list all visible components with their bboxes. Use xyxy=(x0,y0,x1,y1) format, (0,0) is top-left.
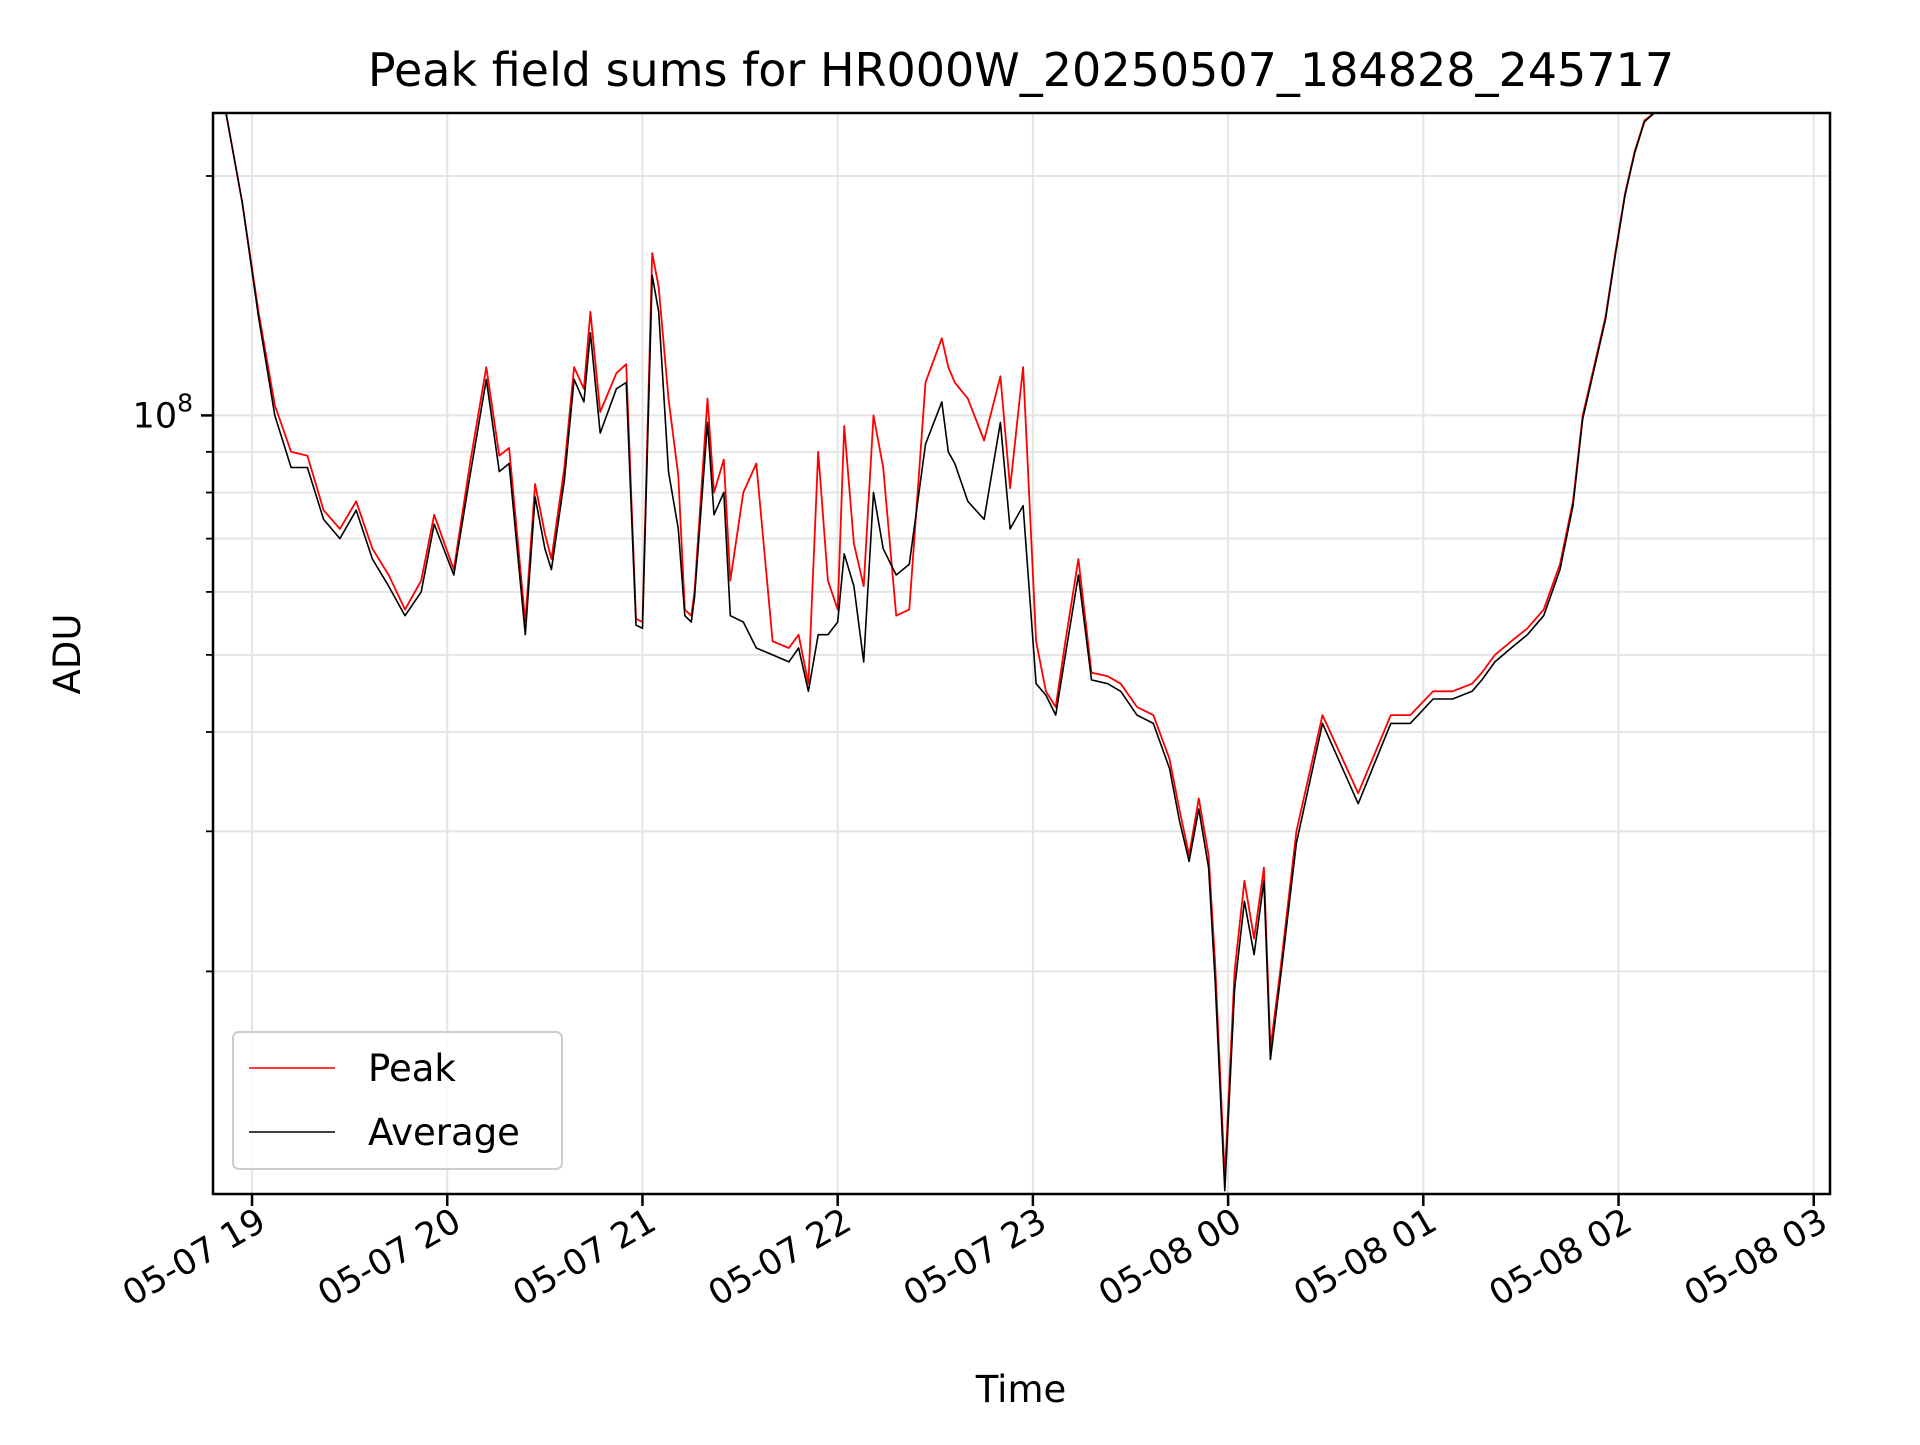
legend: Peak Average xyxy=(232,1031,563,1170)
grid xyxy=(213,113,1830,1194)
legend-box xyxy=(232,1031,563,1170)
series-line-average xyxy=(225,113,1824,1192)
series-line-peak xyxy=(225,113,1824,1179)
y-axis-ticks: 108 xyxy=(133,175,213,973)
y-tick-label: 108 xyxy=(133,388,193,436)
chart-title: Peak field sums for HR000W_20250507_1848… xyxy=(368,43,1674,97)
y-axis-label: ADU xyxy=(46,614,89,695)
legend-label-average: Average xyxy=(368,1111,520,1154)
series-layer xyxy=(225,113,1824,1192)
legend-label-peak: Peak xyxy=(368,1047,456,1090)
x-axis-label: Time xyxy=(975,1368,1067,1411)
plot-area-frame xyxy=(211,111,1832,1196)
